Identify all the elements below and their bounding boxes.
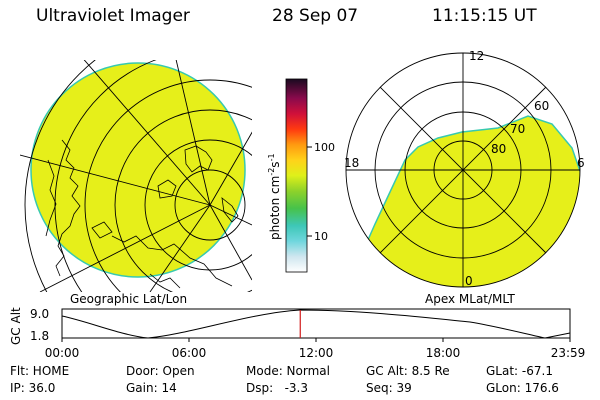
flight-info: Flt: HOME bbox=[10, 364, 70, 378]
coastlines bbox=[45, 139, 239, 289]
mlat-label-80: 80 bbox=[491, 142, 506, 156]
mlat-label-70: 70 bbox=[510, 122, 525, 136]
time-tick-1800: 18:00 bbox=[426, 346, 461, 360]
altitude-ymax: 9.0 bbox=[30, 307, 49, 321]
geographic-caption: Geographic Lat/Lon bbox=[70, 292, 187, 306]
door-info: Door: Open bbox=[126, 364, 195, 378]
glon-info: GLon: 176.6 bbox=[486, 381, 559, 395]
date-label: 28 Sep 07 bbox=[272, 6, 359, 26]
colorbar bbox=[285, 78, 308, 273]
mlat-mlt-plot bbox=[345, 52, 581, 288]
time-tick-0600: 06:00 bbox=[172, 346, 207, 360]
instrument-title: Ultraviolet Imager bbox=[36, 6, 190, 26]
glat-info: GLat: -67.1 bbox=[486, 364, 553, 378]
polar-grid bbox=[345, 52, 581, 288]
time-tick-2359: 23:59 bbox=[551, 346, 586, 360]
altitude-ymin: 1.8 bbox=[30, 329, 49, 343]
ip-info: IP: 36.0 bbox=[10, 381, 56, 395]
dsp-info: Dsp: -3.3 bbox=[246, 381, 309, 395]
time-label: 11:15:15 UT bbox=[432, 6, 537, 26]
time-axis-ticks bbox=[61, 338, 571, 342]
colorbar-tick-10: 10 bbox=[314, 230, 328, 243]
emission-disk bbox=[30, 62, 246, 278]
altitude-curve bbox=[61, 309, 571, 339]
mlat-label-60: 60 bbox=[534, 99, 549, 113]
altitude-plot bbox=[61, 308, 571, 342]
emission-region bbox=[349, 115, 580, 287]
geographic-image bbox=[20, 60, 252, 292]
gc-alt-info: GC Alt: 8.5 Re bbox=[366, 364, 450, 378]
colorbar-unit-label: photon cm-2s-1 bbox=[267, 153, 282, 240]
mlt-label-6: 6 bbox=[577, 156, 585, 170]
mode-info: Mode: Normal bbox=[246, 364, 330, 378]
apex-caption: Apex MLat/MLT bbox=[425, 292, 515, 306]
altitude-ylabel: GC Alt bbox=[9, 307, 23, 345]
mlt-label-0: 0 bbox=[465, 274, 473, 288]
colorbar-tick-100: 100 bbox=[314, 141, 335, 154]
seq-info: Seq: 39 bbox=[366, 381, 412, 395]
mlt-label-12: 12 bbox=[469, 49, 484, 63]
lat-lon-grid bbox=[20, 60, 252, 292]
altitude-plot-frame bbox=[61, 308, 571, 339]
time-tick-0000: 00:00 bbox=[45, 346, 80, 360]
gain-info: Gain: 14 bbox=[126, 381, 177, 395]
mlt-label-18: 18 bbox=[344, 156, 359, 170]
colorbar-ticks bbox=[307, 146, 312, 237]
time-tick-1200: 12:00 bbox=[299, 346, 334, 360]
